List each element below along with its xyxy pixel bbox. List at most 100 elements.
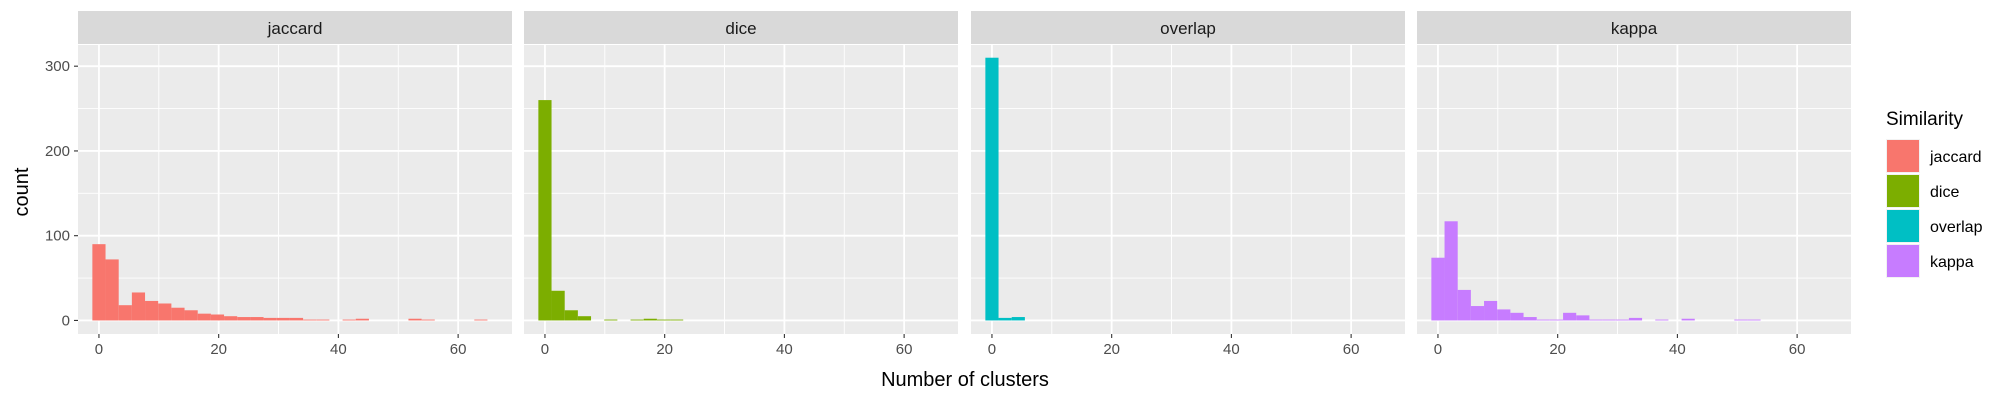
facet-strip-overlap — [971, 11, 1405, 44]
bar-kappa-19 — [1681, 318, 1695, 321]
legend-entry-jaccard: jaccard — [1886, 139, 1982, 173]
bar-jaccard-29 — [474, 319, 488, 321]
bar-dice-8 — [643, 318, 657, 321]
grid-lines — [524, 45, 958, 334]
x-tick-label: 20 — [656, 341, 673, 358]
bar-jaccard-19 — [342, 319, 356, 321]
bar-dice-0 — [538, 100, 552, 321]
panel-background — [1417, 45, 1851, 334]
x-tick-label: 40 — [1669, 341, 1686, 358]
bar-kappa-3 — [1470, 306, 1485, 321]
bar-kappa-24 — [1747, 319, 1761, 321]
y-tick-label: 0 — [62, 312, 70, 329]
grid-lines — [971, 45, 1405, 334]
bar-kappa-15 — [1628, 317, 1643, 321]
facet-strip-label: kappa — [1611, 19, 1658, 38]
bar-dice-3 — [577, 316, 592, 321]
x-tick-label: 20 — [1103, 341, 1120, 358]
x-tick-label: 20 — [210, 341, 227, 358]
bar-jaccard-17 — [316, 319, 330, 321]
facet-panel-jaccard: jaccard 0 20 40 60 0 100 200 300 — [45, 11, 512, 358]
bar-kappa-2 — [1457, 289, 1471, 321]
bar-dice-9 — [656, 319, 671, 321]
bar-overlap-1 — [998, 317, 1012, 321]
bar-kappa-14 — [1615, 319, 1629, 321]
bar-kappa-10 — [1563, 312, 1577, 321]
facet-strip-label: overlap — [1160, 19, 1216, 38]
bar-dice-2 — [564, 310, 578, 321]
bar-jaccard-15 — [289, 317, 304, 321]
bar-jaccard-3 — [131, 292, 146, 321]
panel-background — [524, 45, 958, 334]
x-tick-label: 60 — [1789, 341, 1806, 358]
bar-kappa-8 — [1536, 319, 1550, 321]
bar-jaccard-2 — [118, 305, 132, 321]
bar-kappa-13 — [1602, 319, 1616, 321]
bar-jaccard-6 — [171, 307, 185, 321]
x-tick-label: 0 — [1434, 341, 1442, 358]
bar-overlap-2 — [1011, 317, 1025, 321]
x-tick-label: 0 — [541, 341, 549, 358]
legend-label: dice — [1930, 184, 1959, 201]
bar-jaccard-14 — [276, 317, 290, 321]
bar-kappa-12 — [1589, 319, 1603, 321]
x-tick-label: 0 — [95, 341, 103, 358]
bar-dice-5 — [604, 319, 618, 321]
bar-jaccard-5 — [158, 303, 172, 321]
y-tick-label: 100 — [45, 228, 70, 245]
x-tick-label: 20 — [1549, 341, 1566, 358]
histogram-bars — [538, 100, 684, 321]
bar-overlap-0 — [985, 57, 999, 321]
facet-strip-label: dice — [725, 19, 756, 38]
y-tick-label: 200 — [45, 143, 70, 160]
x-tick-label: 40 — [1223, 341, 1240, 358]
bar-dice-10 — [670, 319, 684, 321]
bar-jaccard-16 — [303, 319, 317, 321]
x-tick-label: 40 — [330, 341, 347, 358]
x-tick-label: 60 — [450, 341, 467, 358]
bar-jaccard-12 — [250, 317, 264, 321]
legend-swatch-dice — [1887, 175, 1919, 207]
bar-kappa-7 — [1523, 317, 1537, 321]
legend-title: Similarity — [1886, 109, 1964, 130]
facet-panel-dice: dice 0 20 40 60 — [524, 11, 958, 358]
grid-lines — [1417, 45, 1851, 334]
legend-swatch-kappa — [1887, 245, 1919, 277]
bar-dice-1 — [551, 290, 565, 321]
x-tick-label: 60 — [1343, 341, 1360, 358]
x-tick-label: 0 — [988, 341, 996, 358]
bar-kappa-4 — [1484, 300, 1498, 321]
legend: Similarity jaccard dice overlap kappa — [1886, 109, 1983, 278]
bar-kappa-11 — [1576, 315, 1590, 321]
histogram-bars — [985, 57, 1025, 321]
legend-entry-overlap: overlap — [1886, 209, 1983, 243]
y-tick-label: 300 — [45, 58, 70, 75]
bar-jaccard-9 — [210, 314, 225, 321]
facet-panel-overlap: overlap 0 20 40 60 — [971, 11, 1405, 358]
legend-entry-dice: dice — [1886, 174, 1959, 208]
bar-kappa-1 — [1444, 221, 1458, 321]
bar-kappa-6 — [1510, 312, 1524, 321]
bar-kappa-17 — [1655, 319, 1669, 321]
bar-kappa-5 — [1497, 309, 1511, 321]
histogram-bars — [92, 244, 488, 321]
panel-background — [78, 45, 512, 334]
bar-jaccard-4 — [145, 300, 159, 321]
bar-dice-7 — [630, 319, 644, 321]
panel-background — [971, 45, 1405, 334]
bar-jaccard-24 — [408, 318, 422, 321]
facet-panel-kappa: kappa 0 20 40 60 — [1417, 11, 1851, 358]
facet-strip-dice — [524, 11, 958, 44]
legend-label: jaccard — [1929, 149, 1982, 166]
histogram-bars — [1431, 221, 1761, 321]
facet-strip-label: jaccard — [267, 19, 323, 38]
legend-label: overlap — [1930, 219, 1983, 236]
x-tick-label: 40 — [776, 341, 793, 358]
bar-jaccard-13 — [263, 317, 277, 321]
x-axis-title: Number of clusters — [881, 369, 1049, 391]
legend-swatch-overlap — [1887, 210, 1919, 242]
bar-jaccard-10 — [224, 316, 238, 321]
bar-jaccard-11 — [237, 317, 251, 321]
